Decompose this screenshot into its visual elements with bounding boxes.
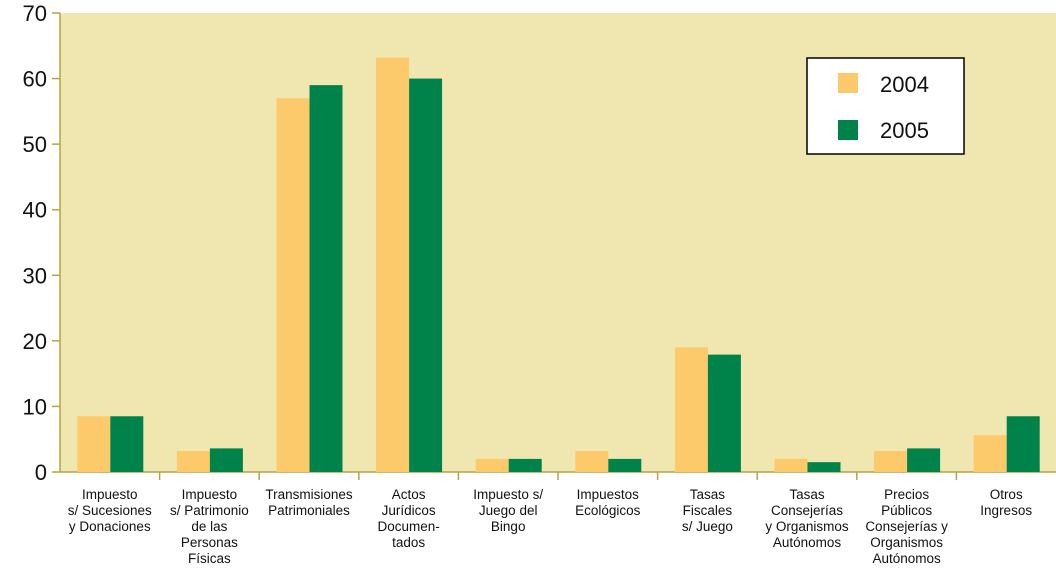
x-category-label-line: Consejerías [771,503,843,518]
x-category-label-line: s/ Sucesiones [68,503,152,518]
x-category-label-line: Documen- [377,519,439,534]
legend-swatch-2005 [838,120,858,140]
x-category-label-line: Bingo [491,519,526,534]
x-category-label-line: y Organismos [765,519,849,534]
x-category-label-line: Organismos [870,535,943,550]
x-category-label: Otros Ingresos [980,487,1032,518]
bar-2005 [1006,416,1040,472]
x-category-label-line: Jurídicos [382,503,436,518]
legend: 2004 2005 [806,57,965,155]
x-category-label-line: Personas [181,535,238,550]
x-category-label-line: Físicas [188,551,231,566]
bar-2004 [774,458,808,472]
x-category-label: Impuesto s/ Sucesiones y Donaciones [68,487,152,534]
bar-2005 [707,354,741,472]
x-category-label-line: s/ Patrimonio [170,503,249,518]
bar-2004 [376,57,410,473]
bar-2005 [409,78,443,473]
x-category-label-line: Autónomos [773,535,842,550]
y-tick-label: 70 [23,1,47,26]
x-category-label-line: Ingresos [980,503,1032,518]
x-category-label-line: Otros [990,487,1023,502]
x-category-label-line: de las [191,519,227,534]
bars [77,57,1040,473]
x-category-label-line: Impuestos [577,487,640,502]
y-tick-label: 20 [23,329,47,354]
x-category-label: Impuesto s/Juego del Bingo [473,487,543,534]
bar-2005 [209,448,243,472]
y-axis-ticks: 0 10 20 30 40 50 60 70 [23,1,60,485]
y-tick-label: 0 [35,460,47,485]
y-tick-label: 50 [23,132,47,157]
bar-2004 [973,435,1007,472]
x-category-label-line: Actos [392,487,426,502]
x-category-label-line: Transmisiones [265,487,353,502]
x-category-label-line: tados [392,535,425,550]
x-category-label-line: Juego del [479,503,538,518]
x-category-label: Tasas Consejerías y Organismos Autónomos [765,487,849,550]
y-tick-label: 60 [23,67,47,92]
bar-2004 [176,451,210,472]
bar-2004 [874,451,908,472]
x-category-label-line: Fiscales [683,503,733,518]
x-category-label-line: Consejerías y [865,519,948,534]
bar-2005 [110,416,144,472]
bar-2004 [674,347,708,472]
y-tick-label: 40 [23,198,47,223]
x-category-label-line: Impuesto [182,487,238,502]
x-axis-labels: Impuesto s/ Sucesiones y DonacionesImpuest… [68,472,1032,566]
x-category-label: Actos Jurídicos Documen-tados [377,487,439,550]
bar-2005 [807,462,841,472]
x-category-label-line: Tasas [789,487,825,502]
bar-2005 [608,458,642,472]
bar-2004 [276,98,310,472]
x-category-label-line: Autónomos [872,551,941,566]
x-category-label-line: Ecológicos [575,503,641,518]
bar-2005 [907,448,941,472]
legend-swatch-2004 [838,73,858,93]
x-category-label-line: Impuesto [82,487,138,502]
y-tick-label: 10 [23,394,47,419]
x-category-label: Transmisiones Patrimoniales [265,487,353,518]
legend-label-2005: 2005 [880,118,929,143]
legend-label-2004: 2004 [880,72,929,97]
x-category-label-line: Tasas [690,487,726,502]
bar-2004 [77,416,111,472]
bar-2004 [475,458,509,472]
bar-2005 [508,458,542,472]
bar-2005 [309,85,343,472]
legend-box [806,57,965,155]
x-category-label-line: y Donaciones [69,519,151,534]
x-category-label-line: Precios [884,487,929,502]
x-category-label-line: Impuesto s/ [473,487,543,502]
x-category-label: Impuestos Ecológicos [575,487,641,518]
x-category-label-line: Patrimoniales [268,503,350,518]
y-tick-label: 30 [23,263,47,288]
x-category-label-line: Públicos [881,503,932,518]
x-category-label: Impuesto s/ Patrimonio de las Personas Físic… [170,487,249,566]
bar-2004 [575,451,609,472]
x-category-label-line: s/ Juego [682,519,733,534]
x-category-label: Precios Públicos Consejerías y Organismos Au… [865,487,948,566]
x-category-label: Tasas Fiscales s/ Juego [682,487,733,534]
